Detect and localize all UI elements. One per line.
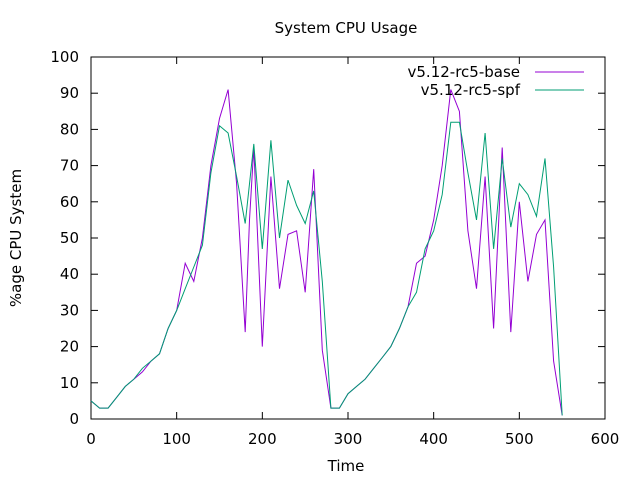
x-tick-label: 100 [162,430,191,448]
series-line-v5.12-rc5-spf [90,121,563,416]
series-layer [90,89,563,416]
x-tick-label: 400 [419,430,448,448]
y-tick-label: 100 [50,48,79,66]
y-tick-label: 50 [60,229,79,247]
y-tick-label: 90 [60,84,79,102]
x-tick-label: 0 [86,430,96,448]
x-tick-label: 600 [591,430,620,448]
y-tick-label: 30 [60,301,79,319]
y-tick-label: 70 [60,157,79,175]
y-axis-label: %age CPU System [7,169,25,307]
y-tick-label: 0 [69,410,79,428]
chart-title: System CPU Usage [275,19,418,37]
x-axis: 0 100 200 300 400 500 600 [86,57,619,448]
legend-label: v5.12-rc5-base [408,63,521,81]
plot-frame [90,56,606,420]
series-line-v5.12-rc5-base [90,89,563,416]
x-tick-label: 500 [505,430,534,448]
x-tick-label: 200 [248,430,277,448]
x-axis-label: Time [327,457,365,475]
y-tick-label: 10 [60,374,79,392]
y-tick-label: 20 [60,338,79,356]
x-tick-label: 300 [334,430,363,448]
legend-label: v5.12-rc5-spf [421,81,521,99]
y-tick-label: 80 [60,120,79,138]
y-tick-label: 60 [60,193,79,211]
y-tick-label: 40 [60,265,79,283]
y-axis: 0 10 20 30 40 50 60 70 80 90 100 [50,48,605,428]
